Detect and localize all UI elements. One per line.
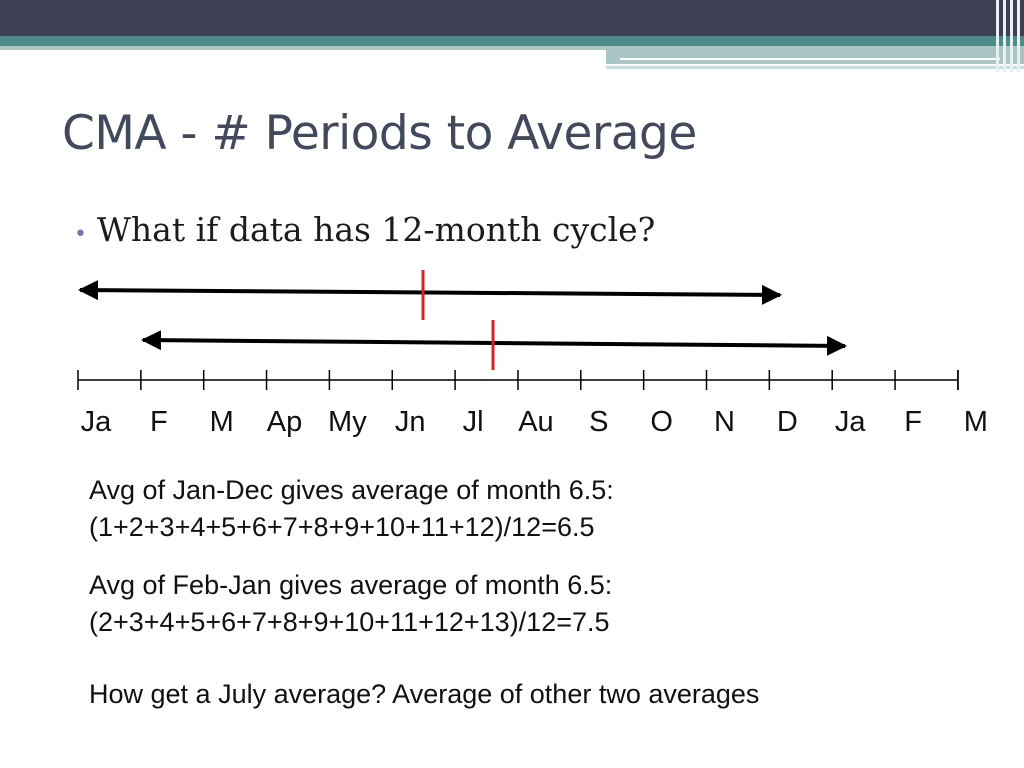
header-stripes xyxy=(992,0,1024,72)
month-label: S xyxy=(589,406,609,438)
header-band-light xyxy=(0,46,1024,50)
month-label: Jn xyxy=(394,406,426,438)
bullet-dot-icon: • xyxy=(74,222,87,247)
month-label: Ap xyxy=(266,406,303,438)
header-band-dark xyxy=(0,0,1024,36)
note-feb-jan-line2: (2+3+4+5+6+7+8+9+10+11+12+13)/12=7.5 xyxy=(89,607,610,637)
note-feb-jan-line1: Avg of Feb-Jan gives average of month 6.… xyxy=(89,570,613,600)
arrow-jan-dec xyxy=(78,280,782,305)
bullet-item: • What if data has 12-month cycle? xyxy=(74,210,655,249)
month-label: M xyxy=(209,406,234,438)
slide-title: CMA - # Periods to Average xyxy=(62,106,697,161)
header-band-line xyxy=(620,58,1000,60)
note-jan-dec: Avg of Jan-Dec gives average of month 6.… xyxy=(89,472,614,546)
month-label: N xyxy=(714,406,735,438)
note-feb-jan: Avg of Feb-Jan gives average of month 6.… xyxy=(89,567,612,641)
month-label: M xyxy=(963,406,988,438)
header-band-teal xyxy=(0,36,1024,46)
note-july: How get a July average? Average of other… xyxy=(89,679,760,709)
timeline-ticks xyxy=(77,370,959,390)
month-label: Ja xyxy=(834,406,866,438)
month-label: Jl xyxy=(462,406,484,438)
month-label: O xyxy=(650,406,673,438)
month-label: Au xyxy=(518,406,554,438)
bullet-text: What if data has 12-month cycle? xyxy=(96,210,656,249)
month-label: Ja xyxy=(80,406,112,438)
month-label: F xyxy=(149,406,168,438)
header-band-line-lower xyxy=(606,66,1024,69)
month-label: F xyxy=(904,406,922,438)
month-label: My xyxy=(328,406,367,438)
note-jan-dec-line2: (1+2+3+4+5+6+7+8+9+10+11+12)/12=6.5 xyxy=(89,512,595,542)
month-label: D xyxy=(776,406,798,438)
note-jan-dec-line1: Avg of Jan-Dec gives average of month 6.… xyxy=(89,475,614,505)
